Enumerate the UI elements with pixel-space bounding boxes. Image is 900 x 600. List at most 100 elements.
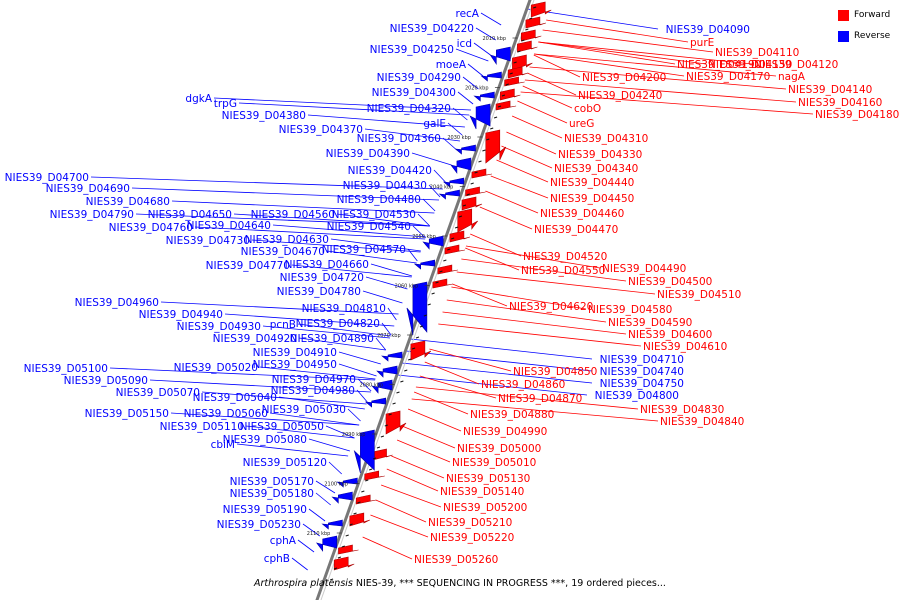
gene-label-nies39-d04960: NIES39_D04960 bbox=[75, 297, 159, 309]
leader-line bbox=[338, 363, 377, 377]
leader-line bbox=[381, 322, 392, 336]
gene-label-nies39-d04660: NIES39_D04660 bbox=[285, 259, 369, 271]
leader-line bbox=[375, 337, 387, 351]
leader-line bbox=[417, 213, 431, 227]
forward-gene bbox=[349, 512, 370, 527]
leader-line bbox=[407, 248, 418, 262]
strand-mark bbox=[380, 435, 385, 438]
gene-label-nies39-d04680: NIES39_D04680 bbox=[86, 196, 170, 208]
gene-label-nies39-d04580: NIES39_D04580 bbox=[588, 304, 672, 316]
gene-label-nies39-d04250: NIES39_D04250 bbox=[370, 44, 454, 56]
forward-gene bbox=[471, 168, 492, 179]
gene-label-nies39-d04610: NIES39_D04610 bbox=[643, 341, 727, 353]
gene-label-nies39-d05060: NIES39_D05060 bbox=[184, 408, 268, 420]
gene-label-nies39-d04220: NIES39_D04220 bbox=[390, 23, 474, 35]
gene-label-nies39-d04150: NIES39_D04150 bbox=[708, 59, 792, 71]
gene-label-nies39-d04390: NIES39_D04390 bbox=[326, 148, 410, 160]
leader-line bbox=[438, 323, 642, 347]
gene-label-pure: purE bbox=[690, 37, 714, 49]
strand-mark bbox=[329, 578, 334, 581]
leader-line bbox=[251, 239, 421, 253]
leader-line bbox=[533, 54, 581, 78]
leader-line bbox=[291, 557, 308, 571]
leader-line bbox=[308, 438, 351, 452]
reverse-gene bbox=[376, 365, 398, 378]
gene-label-cpha: cphA bbox=[270, 535, 297, 547]
strand-mark bbox=[490, 127, 494, 130]
leader-line bbox=[470, 233, 522, 257]
leader-line bbox=[412, 225, 426, 239]
reverse-gene bbox=[381, 351, 403, 362]
gene-label-nies39-d05100: NIES39_D05100 bbox=[24, 363, 108, 375]
gene-label-nies39-d05010: NIES39_D05010 bbox=[452, 457, 536, 469]
leader-line bbox=[328, 461, 343, 475]
reverse-gene bbox=[469, 103, 491, 130]
tick-label: 2100 kbp bbox=[324, 482, 348, 488]
forward-gene bbox=[525, 16, 546, 29]
reverse-gene bbox=[480, 71, 502, 82]
gene-label-nies39-d05260: NIES39_D05260 bbox=[414, 554, 498, 566]
leader-line bbox=[325, 425, 355, 439]
strand-mark bbox=[341, 545, 345, 548]
gene-label-nies39-d05110: NIES39_D05110 bbox=[160, 421, 244, 433]
gene-label-nies39-d04190: NIES39_D04190 bbox=[677, 59, 761, 71]
leader-line bbox=[401, 362, 593, 384]
leader-line bbox=[442, 137, 458, 151]
leader-line bbox=[307, 114, 465, 128]
legend-item-reverse: Reverse bbox=[838, 29, 890, 43]
strand-mark bbox=[478, 160, 482, 163]
leader-line bbox=[238, 102, 470, 116]
leader-line bbox=[522, 85, 573, 109]
tick-label: 2110 kbp bbox=[307, 531, 331, 537]
gene-label-nies39-d04430: NIES39_D04430 bbox=[343, 180, 427, 192]
gene-label-nies39-d04800: NIES39_D04800 bbox=[595, 390, 679, 402]
gene-arrows bbox=[315, 1, 552, 581]
forward-gene bbox=[461, 196, 483, 211]
forward-swatch bbox=[838, 9, 849, 21]
leader-line bbox=[224, 313, 395, 327]
gene-label-nies39-d04950: NIES39_D04950 bbox=[253, 359, 337, 371]
strand-mark bbox=[435, 281, 439, 284]
strand-mark bbox=[384, 424, 388, 427]
reverse-gene bbox=[413, 259, 436, 270]
leader-line bbox=[456, 271, 656, 295]
reverse-gene bbox=[489, 46, 511, 65]
strand-mark bbox=[466, 193, 470, 196]
gene-label-nies39-d05030: NIES39_D05030 bbox=[262, 404, 346, 416]
gene-labels: recANIES39_D04220icdNIES39_D04250moeANIE… bbox=[5, 8, 900, 566]
leader-line bbox=[538, 41, 707, 65]
legend-item-forward: Forward bbox=[838, 8, 890, 22]
leader-line bbox=[315, 480, 336, 494]
gene-label-nies39-d04420: NIES39_D04420 bbox=[348, 165, 432, 177]
gene-label-nies39-d04970: NIES39_D04970 bbox=[272, 374, 356, 386]
leader-line bbox=[297, 539, 315, 553]
gene-label-cbim: cbiM bbox=[211, 439, 235, 451]
forward-gene bbox=[504, 76, 525, 87]
forward-gene bbox=[410, 340, 432, 361]
leader-line bbox=[370, 514, 429, 538]
reverse-gene bbox=[473, 91, 495, 102]
forward-gene bbox=[512, 54, 533, 71]
strand-mark bbox=[357, 501, 361, 504]
gene-label-nies39-d04160: NIES39_D04160 bbox=[798, 97, 882, 109]
strand-mark bbox=[474, 171, 478, 174]
leader-line bbox=[424, 361, 480, 385]
leader-line bbox=[446, 299, 607, 323]
forward-gene bbox=[530, 1, 552, 18]
leader-line bbox=[506, 131, 557, 155]
leader-line bbox=[428, 184, 441, 198]
forward-gene bbox=[485, 129, 507, 164]
leader-line bbox=[479, 206, 533, 230]
leader-line bbox=[194, 226, 426, 240]
forward-gene bbox=[385, 410, 407, 435]
leader-line bbox=[380, 484, 442, 508]
leader-line bbox=[347, 408, 361, 422]
leader-line bbox=[135, 213, 430, 227]
leader-lines bbox=[90, 8, 814, 571]
leader-line bbox=[538, 41, 753, 65]
gene-label-nies39-d04490: NIES39_D04490 bbox=[602, 263, 686, 275]
gene-label-nies39-d04880: NIES39_D04880 bbox=[470, 409, 554, 421]
leader-line bbox=[236, 443, 349, 457]
legend-reverse-label: Reverse bbox=[854, 31, 891, 41]
